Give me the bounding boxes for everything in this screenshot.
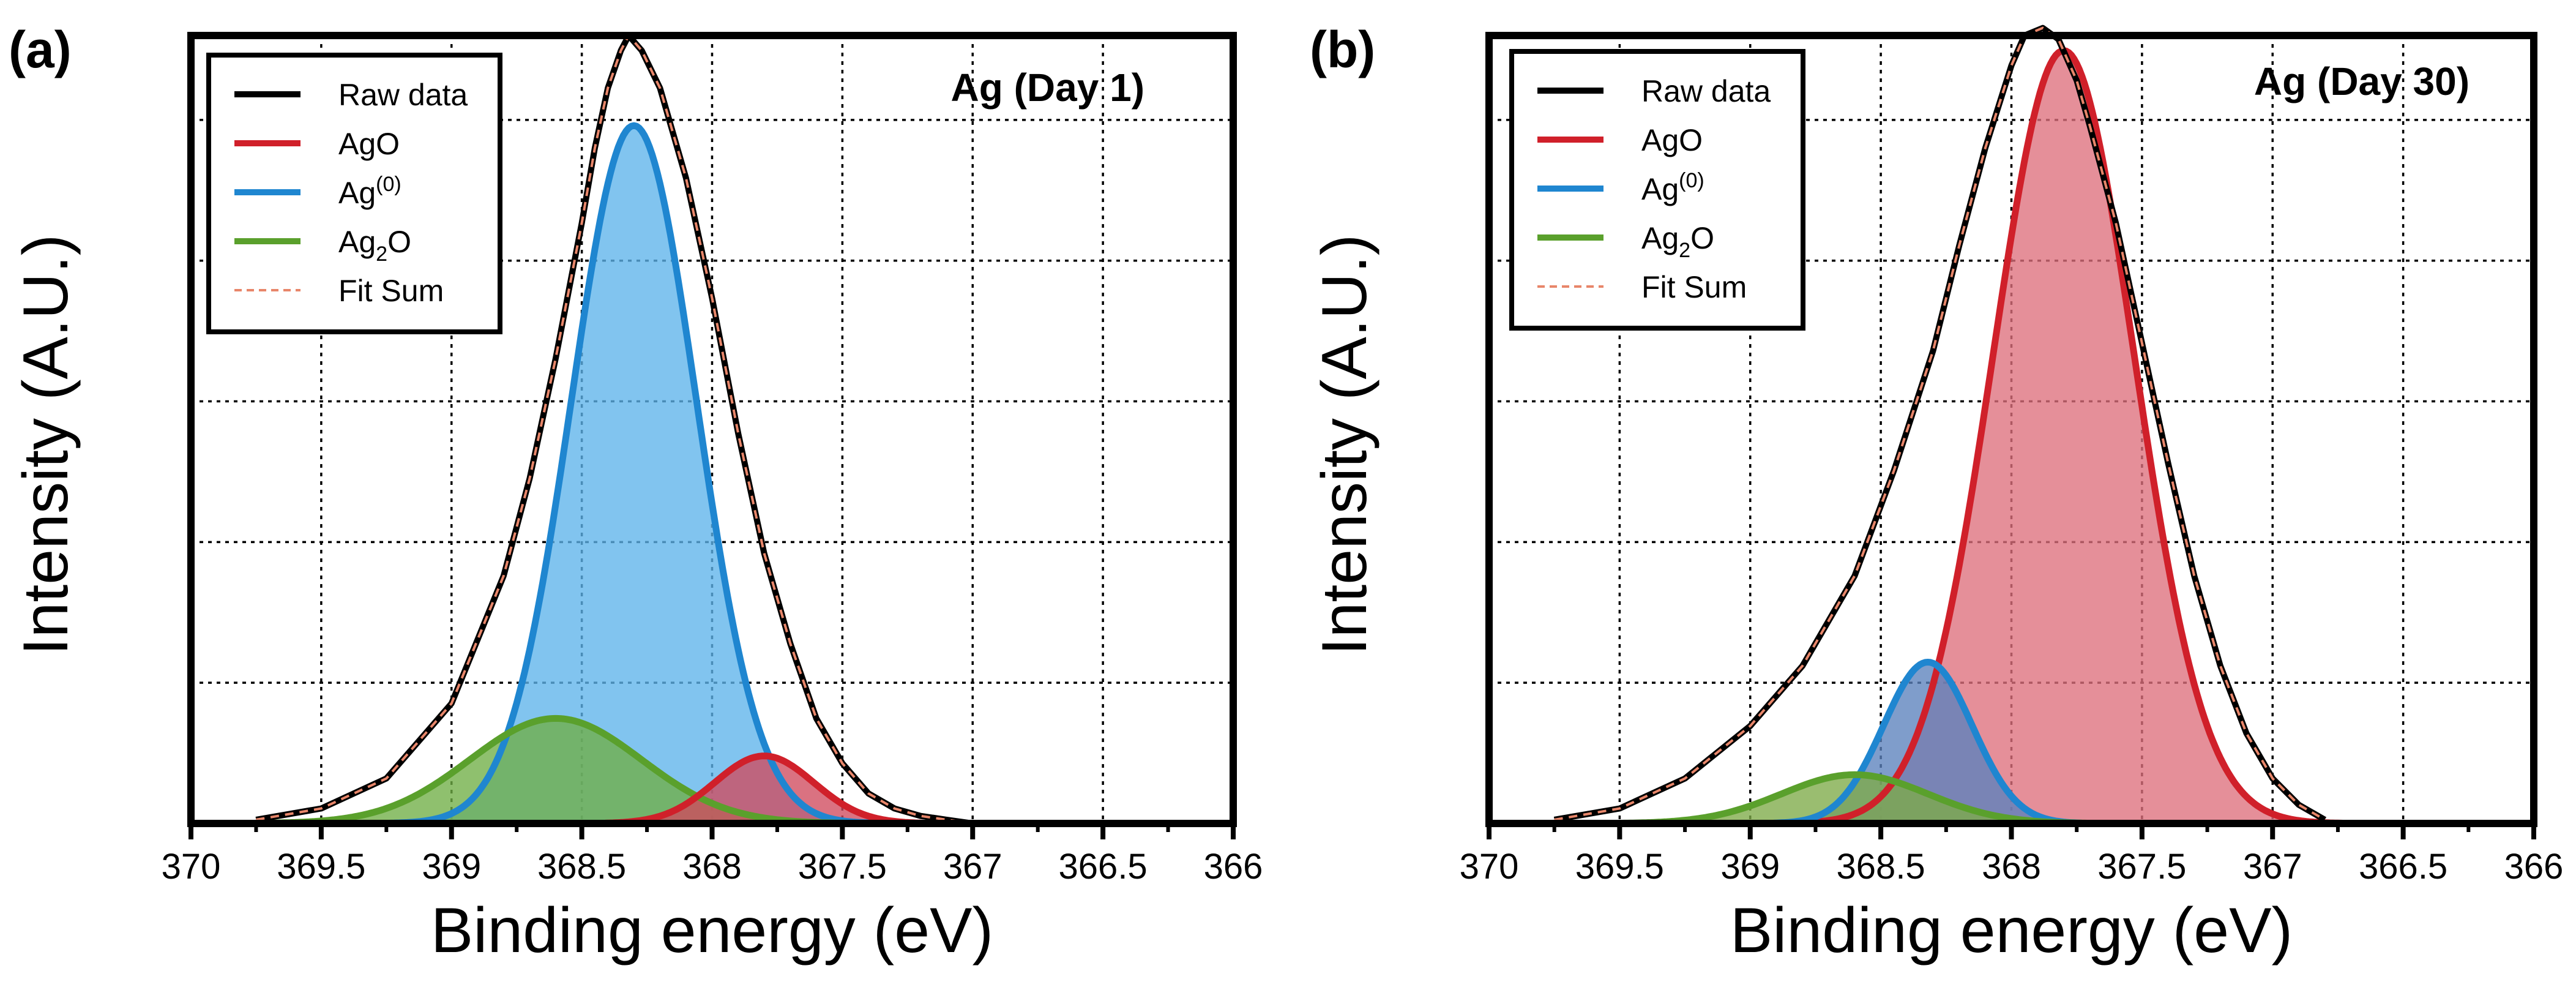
legend-label: Raw data [1641, 74, 1771, 108]
x-tick-label: 366 [2504, 847, 2564, 887]
legend-label: Raw data [338, 78, 468, 112]
legend-label: Ag(0) [338, 173, 401, 210]
x-tick-label: 367 [943, 847, 1002, 887]
legend-label: Ag(0) [1641, 169, 1704, 206]
fit-sum-line [1554, 26, 2326, 821]
x-tick-label: 369.5 [277, 847, 365, 887]
x-tick-label: 369 [1720, 847, 1780, 887]
x-tick-label: 367 [2243, 847, 2302, 887]
x-tick-label: 368 [1982, 847, 2041, 887]
legend-label-main: Ag [1641, 172, 1679, 206]
x-tick-label: 368.5 [537, 847, 626, 887]
legend-label: Fit Sum [338, 274, 444, 308]
legend-label-main: Ag [1641, 221, 1679, 255]
chart-title: Ag (Day 1) [951, 66, 1145, 110]
panel-label: (b) [1310, 21, 1375, 78]
legend-label-rest: O [387, 225, 411, 259]
x-tick-label: 368 [682, 847, 742, 887]
panel-b: 370 369.5 369 368.5 368 367.5 367 366.5 366 Bindi… [1309, 21, 2563, 966]
x-tick-label: 367.5 [2097, 847, 2186, 887]
fit-sum-line [256, 33, 973, 825]
legend-label-superscript: (0) [1679, 169, 1704, 192]
legend-label-rest: O [1690, 221, 1714, 255]
legend-box [1509, 49, 1805, 331]
legend-label-subscript: 2 [376, 242, 387, 266]
x-tick-label: 368.5 [1837, 847, 1925, 887]
component-fill-ago [1554, 50, 2455, 823]
y-axis-label: Intensity (A.U.) [1309, 234, 1380, 656]
x-tick-label: 370 [162, 847, 221, 887]
chart-title: Ag (Day 30) [2254, 59, 2470, 103]
x-axis-label: Binding energy (eV) [431, 895, 993, 966]
legend-label: AgO [1641, 123, 1703, 157]
x-tick-label: 369 [422, 847, 481, 887]
x-axis-label: Binding energy (eV) [1730, 895, 2293, 966]
component-fill-ag2o [256, 718, 1155, 823]
x-tick-label: 370 [1460, 847, 1519, 887]
x-tick-label: 367.5 [798, 847, 887, 887]
x-tick-label: 369.5 [1575, 847, 1664, 887]
panel-a: 370 369.5 369 368.5 368 367.5 367 366.5 366 Bindi… [9, 21, 1263, 966]
legend-label: Ag2O [1641, 221, 1714, 262]
legend-label-subscript: 2 [1679, 239, 1690, 262]
x-tick-label: 366.5 [2359, 847, 2447, 887]
component-fill-ag2o [1554, 774, 2455, 823]
panel-label: (a) [9, 21, 72, 78]
x-tick-label: 366 [1204, 847, 1263, 887]
x-tick-label: 366.5 [1059, 847, 1148, 887]
legend-label: Ag2O [338, 225, 411, 266]
legend-label-main: Ag [338, 225, 376, 259]
legend-label: Fit Sum [1641, 270, 1747, 304]
y-axis-label: Intensity (A.U.) [10, 234, 81, 656]
legend-label-main: Ag [338, 176, 376, 210]
component-fill-ago [256, 756, 1155, 823]
legend-label-superscript: (0) [376, 173, 401, 196]
legend-label: AgO [338, 127, 400, 161]
